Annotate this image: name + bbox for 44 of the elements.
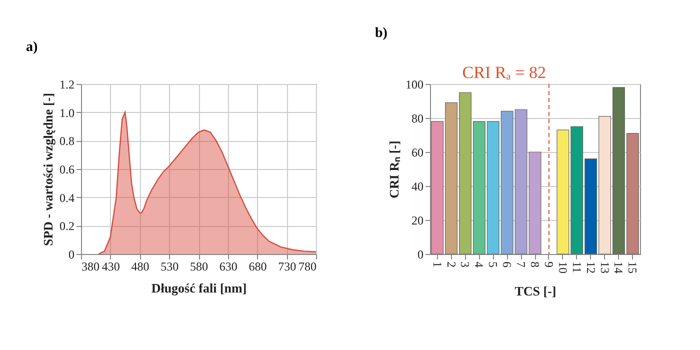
x-tick-label: 14 [612, 262, 626, 274]
y-axis-title: SPD - wartości względne [-] [40, 92, 56, 246]
x-tick-label: 630 [219, 260, 238, 274]
x-tick-label: 8 [528, 262, 542, 268]
x-tick-label: 680 [248, 260, 267, 274]
y-axis-title: CRI Rₙ [-] [386, 140, 402, 198]
chart-title: a) [26, 40, 38, 55]
x-tick-label: 530 [160, 260, 179, 274]
x-axis-title: Długość fali [nm] [151, 280, 247, 296]
y-tick-label: 80 [412, 112, 424, 126]
y-tick-label: 20 [412, 214, 424, 228]
y-tick-label: 0.8 [60, 134, 74, 148]
x-tick-label: 12 [584, 262, 598, 274]
y-tick-label: 60 [412, 146, 424, 160]
x-tick-label: 4 [472, 262, 486, 268]
x-tick-label: 5 [486, 262, 500, 268]
y-tick-label: 0 [418, 248, 424, 262]
y-tick-label: 0.4 [60, 190, 74, 205]
y-tick-label: 0 [68, 248, 74, 262]
x-tick-label: 480 [131, 260, 150, 274]
x-tick-label: 2 [444, 262, 458, 268]
y-tick-label: 1.0 [60, 106, 74, 120]
x-tick-label: 3 [458, 262, 472, 268]
x-tick-label: 15 [626, 262, 640, 274]
chart-title: b) [375, 26, 388, 41]
x-tick-label: 730 [278, 260, 296, 274]
x-tick-label: 10 [556, 262, 570, 274]
x-tick-label: 7 [514, 262, 528, 268]
y-tick-label: 0.6 [60, 162, 74, 176]
x-axis-title: TCS [-] [514, 284, 556, 298]
x-tick-label: 430 [102, 260, 120, 274]
x-tick-label: 6 [500, 262, 514, 268]
y-tick-label: 40 [412, 180, 424, 194]
y-tick-label: 1.2 [60, 78, 74, 92]
x-tick-label: 11 [570, 262, 584, 274]
y-tick-label: 100 [406, 78, 424, 92]
x-tick-label: 780 [298, 260, 316, 274]
x-tick-label: 1 [430, 262, 444, 268]
ref-line-label: CRI Rₐ = 82 [462, 63, 546, 82]
y-tick-label: 0.2 [60, 219, 74, 234]
x-tick-label: 13 [598, 262, 612, 274]
x-tick-label: 380 [82, 260, 100, 274]
x-tick-label: 9 [542, 262, 556, 268]
x-tick-label: 580 [190, 260, 208, 274]
